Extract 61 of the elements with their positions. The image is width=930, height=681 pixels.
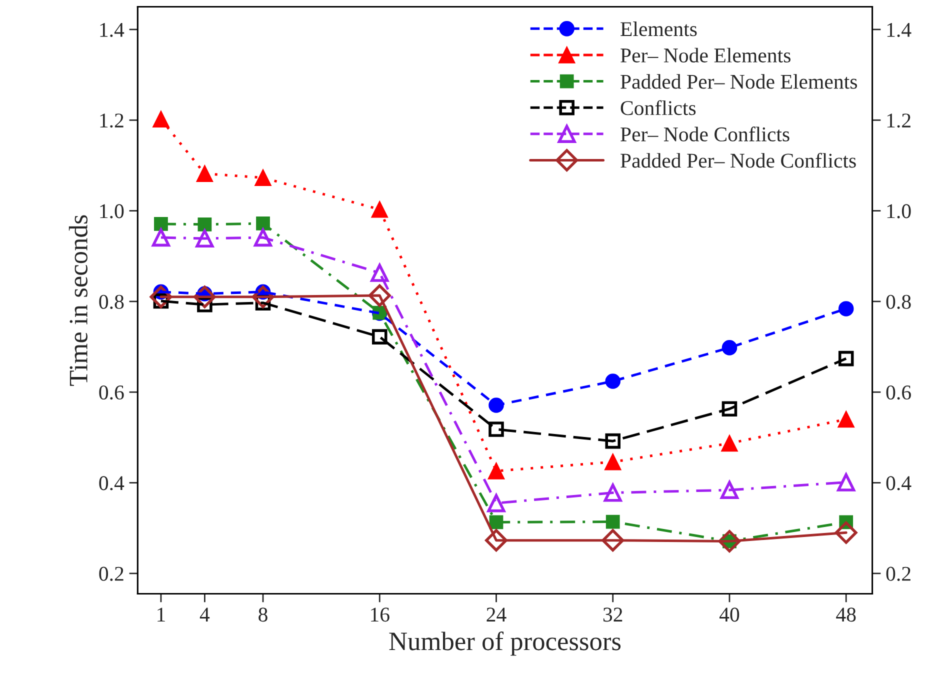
point bbox=[370, 264, 389, 282]
legend-label: Padded Per– Node Conflicts bbox=[620, 152, 856, 168]
legend-label: Padded Per– Node Elements bbox=[620, 74, 857, 89]
y-tick-label: 0.6 bbox=[99, 385, 124, 400]
y2-tick-label: 0.2 bbox=[886, 566, 910, 581]
point bbox=[604, 454, 622, 470]
legend-label: Conflicts bbox=[620, 100, 696, 116]
point bbox=[718, 530, 741, 552]
y2-tick-label: 1.2 bbox=[887, 114, 910, 128]
x-tick-label: 8 bbox=[258, 608, 268, 622]
y-tick-label: 1.2 bbox=[100, 114, 124, 128]
point bbox=[196, 229, 214, 248]
y-axis-title: Time in seconds bbox=[68, 215, 88, 386]
point bbox=[152, 110, 170, 128]
y-tick-label: 0.2 bbox=[99, 566, 124, 581]
legend-label: Per– Node Conflicts bbox=[620, 126, 790, 142]
point bbox=[254, 169, 272, 186]
point bbox=[722, 401, 738, 417]
x-tick-label: 40 bbox=[719, 608, 740, 622]
point bbox=[485, 529, 508, 552]
x-tick-label: 48 bbox=[836, 608, 856, 622]
point bbox=[838, 410, 854, 428]
point bbox=[602, 529, 624, 552]
point bbox=[254, 228, 272, 247]
point bbox=[837, 473, 856, 492]
point bbox=[834, 521, 858, 544]
point bbox=[368, 284, 391, 307]
y2-tick-label: 0.4 bbox=[886, 476, 912, 490]
point bbox=[372, 329, 388, 344]
point bbox=[838, 350, 854, 366]
point bbox=[721, 435, 738, 452]
x-tick-label: 4 bbox=[200, 608, 210, 622]
point bbox=[838, 301, 854, 316]
point bbox=[487, 494, 506, 512]
x-tick-label: 16 bbox=[371, 608, 390, 622]
y-tick-label: 1.0 bbox=[100, 204, 124, 218]
point bbox=[152, 228, 170, 247]
point bbox=[604, 484, 622, 502]
y2-tick-label: 1.4 bbox=[887, 22, 912, 37]
y-tick-label: 0.8 bbox=[99, 294, 124, 309]
point bbox=[193, 286, 216, 308]
y2-tick-label: 0.8 bbox=[886, 294, 911, 309]
point bbox=[488, 422, 504, 437]
point bbox=[722, 340, 738, 356]
point bbox=[488, 462, 505, 480]
point bbox=[371, 201, 388, 218]
y-tick-label: 1.4 bbox=[100, 22, 124, 37]
x-tick-label: 32 bbox=[603, 608, 622, 622]
legend-label: Elements bbox=[620, 22, 697, 36]
point bbox=[720, 480, 739, 500]
x-tick-label: 1 bbox=[158, 608, 165, 622]
y2-tick-label: 0.6 bbox=[886, 385, 911, 400]
point bbox=[605, 433, 620, 449]
point bbox=[606, 514, 620, 529]
legend-label: Per– Node Elements bbox=[620, 48, 790, 62]
x-axis-title: Number of processors bbox=[389, 631, 621, 656]
point bbox=[196, 165, 214, 182]
point bbox=[605, 374, 620, 389]
y-tick-label: 0.4 bbox=[99, 476, 124, 490]
y2-tick-label: 1.0 bbox=[887, 204, 911, 218]
x-tick-label: 24 bbox=[486, 608, 506, 622]
